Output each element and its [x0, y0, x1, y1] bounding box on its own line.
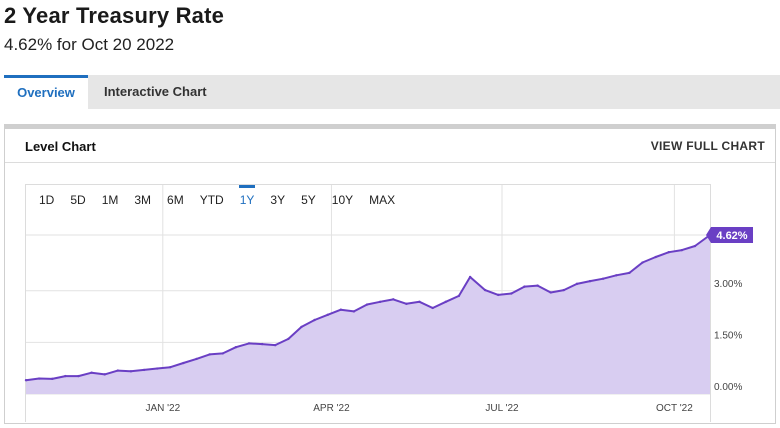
data-point	[287, 337, 290, 341]
data-point	[247, 342, 251, 345]
data-point	[37, 377, 41, 380]
data-point	[523, 285, 526, 288]
data-point	[24, 379, 28, 382]
range-1y[interactable]: 1Y	[234, 185, 261, 209]
x-tick-label: JUL '22	[485, 403, 519, 414]
data-point	[378, 300, 382, 303]
data-point	[339, 308, 343, 311]
data-point	[142, 368, 146, 372]
last-value-label: 4.62%	[716, 230, 747, 242]
page-title: 2 Year Treasury Rate	[4, 3, 225, 28]
data-point	[392, 298, 395, 301]
data-point	[693, 244, 697, 248]
data-point	[457, 294, 461, 298]
data-point	[468, 275, 472, 279]
x-tick-label: OCT '22	[656, 403, 693, 414]
x-tick-label: APR '22	[313, 403, 350, 414]
data-point	[221, 352, 224, 355]
data-point	[628, 271, 631, 275]
tab-interactive-chart[interactable]: Interactive Chart	[104, 84, 207, 99]
data-point	[418, 300, 421, 303]
data-point	[169, 365, 172, 369]
range-6m[interactable]: 6M	[167, 193, 184, 207]
tab-overview[interactable]: Overview	[4, 75, 88, 109]
data-point	[195, 357, 198, 361]
data-point	[483, 288, 487, 292]
data-point	[274, 343, 277, 347]
data-point	[575, 282, 579, 286]
data-point	[549, 291, 552, 294]
y-tick-label: 3.00%	[714, 279, 742, 290]
data-point	[365, 303, 369, 306]
range-ytd[interactable]: YTD	[199, 193, 224, 207]
range-max[interactable]: MAX	[369, 193, 396, 207]
data-point	[64, 374, 67, 378]
range-1d[interactable]: 1D	[39, 193, 55, 207]
data-point	[313, 318, 316, 322]
data-point	[444, 300, 447, 303]
data-point	[497, 293, 500, 297]
data-point	[641, 261, 644, 264]
data-point	[431, 306, 434, 310]
data-point	[77, 374, 80, 378]
data-point	[90, 371, 93, 374]
data-point	[208, 353, 211, 356]
range-10y[interactable]: 10Y	[331, 193, 354, 207]
data-point	[536, 284, 539, 287]
data-point	[667, 251, 670, 254]
range-3y[interactable]: 3Y	[270, 193, 286, 207]
page-subtitle: 4.62% for Oct 20 2022	[4, 35, 175, 54]
range-1m[interactable]: 1M	[101, 193, 119, 207]
data-point	[405, 302, 408, 306]
data-point	[155, 367, 159, 370]
data-point	[654, 255, 657, 259]
data-point	[562, 288, 566, 292]
data-point	[510, 292, 513, 295]
panel-header: Level Chart VIEW FULL CHART	[5, 129, 775, 163]
level-chart-panel: Level Chart VIEW FULL CHART 1D 5D 1M 3M …	[4, 124, 776, 424]
y-tick-label: 1.50%	[714, 330, 742, 341]
range-3m[interactable]: 3M	[134, 193, 152, 207]
range-5d[interactable]: 5D	[70, 193, 86, 207]
data-point	[260, 342, 264, 346]
data-point	[615, 274, 618, 277]
view-full-chart-link[interactable]: VIEW FULL CHART	[650, 139, 765, 153]
data-point	[588, 279, 592, 283]
data-point	[234, 345, 238, 349]
treasury-rate-chart[interactable]: 0.00% 1.50% 3.00% JAN '22 APR '22 JUL '22 OCT …	[5, 129, 775, 423]
data-point	[129, 370, 133, 373]
tab-bar: Overview Interactive Chart	[4, 75, 780, 109]
chart-frame	[25, 184, 711, 422]
data-point	[300, 325, 303, 329]
data-point	[103, 373, 106, 376]
data-point	[352, 310, 356, 313]
data-point	[182, 361, 185, 365]
range-5y[interactable]: 5Y	[301, 193, 316, 207]
series-area	[26, 235, 710, 394]
panel-title: Level Chart	[25, 139, 96, 154]
data-point	[51, 377, 54, 381]
y-tick-label: 0.00%	[714, 382, 742, 393]
x-tick-label: JAN '22	[145, 403, 180, 414]
last-value-badge	[706, 227, 753, 243]
data-point	[326, 313, 329, 317]
data-point	[680, 248, 684, 252]
data-point	[116, 369, 120, 372]
data-point	[601, 277, 605, 280]
range-selector: 1D 5D 1M 3M 6M YTD 1Y 3Y 5Y 10Y MAX	[33, 185, 405, 209]
